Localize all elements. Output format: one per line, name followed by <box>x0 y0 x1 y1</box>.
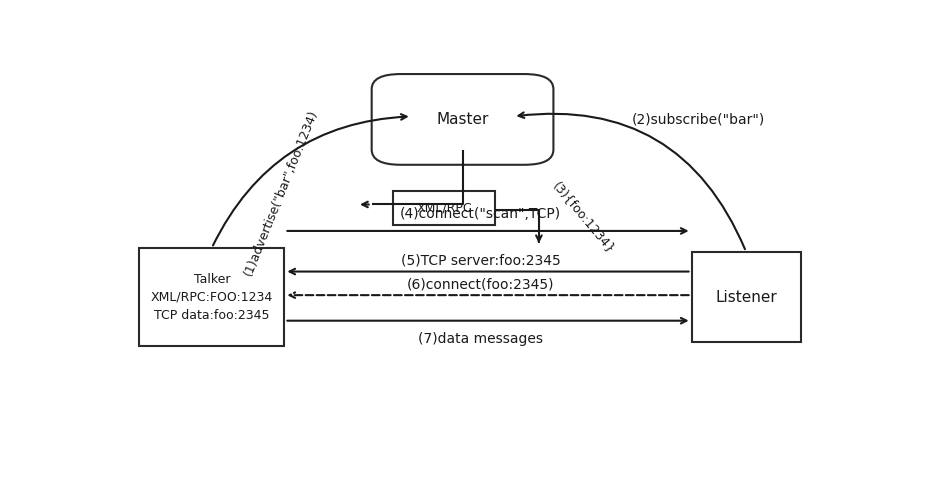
Text: (6)connect(foo:2345): (6)connect(foo:2345) <box>407 277 554 291</box>
FancyBboxPatch shape <box>371 74 553 165</box>
Text: (2)subscribe("bar"): (2)subscribe("bar") <box>632 112 765 126</box>
Text: Talker
XML/RPC:FOO:1234
TCP data:foo:2345: Talker XML/RPC:FOO:1234 TCP data:foo:234… <box>151 273 273 322</box>
Text: Listener: Listener <box>715 290 777 304</box>
FancyBboxPatch shape <box>393 191 495 225</box>
FancyBboxPatch shape <box>691 252 801 343</box>
Text: XML/RPC: XML/RPC <box>416 202 472 215</box>
Text: (5)TCP server:foo:2345: (5)TCP server:foo:2345 <box>401 254 561 268</box>
Text: (3){foo:1234}: (3){foo:1234} <box>550 179 617 256</box>
Text: (4)connect("scan",TCP): (4)connect("scan",TCP) <box>401 208 561 221</box>
Text: Master: Master <box>436 112 489 127</box>
Text: (7)data messages: (7)data messages <box>418 332 543 346</box>
FancyBboxPatch shape <box>139 248 284 346</box>
Text: (1)advertise("bar",foo:1234): (1)advertise("bar",foo:1234) <box>241 108 320 278</box>
